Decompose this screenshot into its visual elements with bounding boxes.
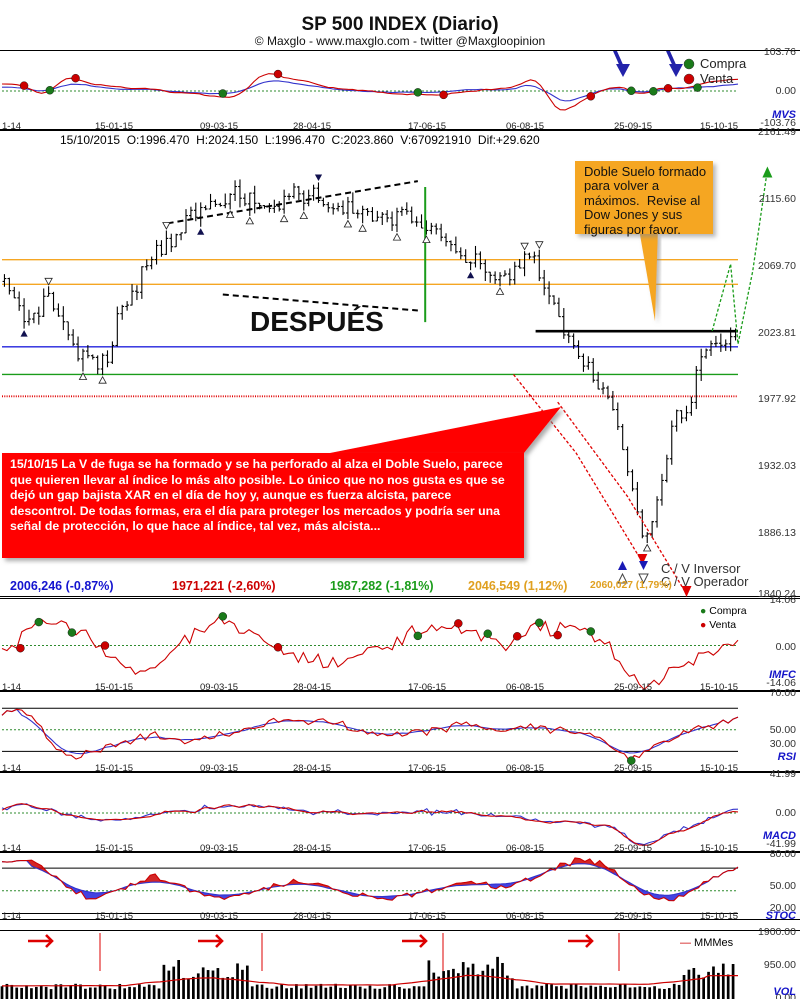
svg-text:Venta: Venta (700, 71, 734, 86)
svg-text:C / V Operador: C / V Operador (661, 574, 749, 589)
svg-text:Compra: Compra (700, 56, 747, 71)
